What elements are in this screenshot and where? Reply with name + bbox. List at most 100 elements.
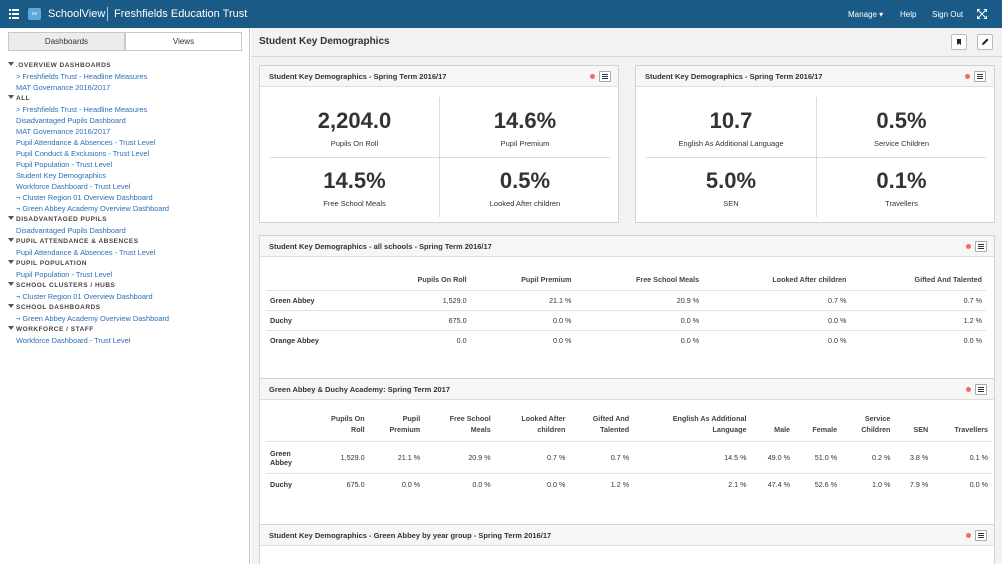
tree-section-header[interactable]: .OVERVIEW DASHBOARDS xyxy=(8,60,169,71)
column-header[interactable]: SEN xyxy=(894,413,932,442)
panel-menu-button[interactable] xyxy=(974,71,986,82)
tree-dashboard-link[interactable]: Workforce Dashboard - Trust Level xyxy=(8,335,169,346)
tree-dashboard-link[interactable]: > Freshfields Trust - Headline Measures xyxy=(8,104,169,115)
tree-section-header[interactable]: DISADVANTAGED PUPILS xyxy=(8,214,169,225)
table-cell: Duchy xyxy=(266,309,369,330)
tree-section-header[interactable]: WORKFORCE / STAFF xyxy=(8,324,169,335)
table-cell: 1.2 % xyxy=(569,473,634,496)
column-header[interactable]: Gifted And Talented xyxy=(569,413,633,442)
sign-out-link[interactable]: Sign Out xyxy=(932,10,964,19)
table-cell: 675.0 xyxy=(368,309,471,330)
tree-dashboard-link[interactable]: ¬ Cluster Region 01 Overview Dashboard xyxy=(8,291,169,302)
tree-dashboard-link[interactable]: Pupil Conduct & Exclusions - Trust Level xyxy=(8,148,169,159)
row-label-line: Abbey xyxy=(270,457,292,467)
column-header[interactable]: Female xyxy=(794,413,841,442)
table-cell: 0.0 % xyxy=(470,309,576,330)
tree-section-header[interactable]: PUPIL ATTENDANCE & ABSENCES xyxy=(8,236,169,247)
column-header-line: Free School xyxy=(449,414,491,423)
table-cell: 14.5 % xyxy=(633,441,751,474)
tree-dashboard-link[interactable]: MAT Governance 2016/2017 xyxy=(8,126,169,137)
table-cell: 51.0 % xyxy=(794,441,842,474)
tree-dashboard-link[interactable]: Workforce Dashboard - Trust Level xyxy=(8,181,169,192)
column-header[interactable]: Service Children xyxy=(841,413,894,442)
caret-down-icon xyxy=(8,62,14,66)
bookmark-button[interactable] xyxy=(951,34,967,50)
tree-dashboard-link[interactable]: Student Key Demographics xyxy=(8,170,169,181)
column-header[interactable]: Pupils On Roll xyxy=(282,558,399,564)
tree-item-label: SCHOOL DASHBOARDS xyxy=(16,304,101,311)
column-header[interactable]: Male xyxy=(750,413,794,442)
tree-dashboard-link[interactable]: ¬ Green Abbey Academy Overview Dashboard xyxy=(8,203,169,214)
column-header[interactable]: Free School Meals xyxy=(424,413,495,442)
column-header[interactable]: Pupils On Roll xyxy=(417,274,467,284)
caret-down-icon xyxy=(8,260,14,264)
tree-dashboard-link[interactable]: Disadvantaged Pupils Dashboard xyxy=(8,225,169,236)
column-header[interactable] xyxy=(266,268,368,290)
column-header-line: Gifted And xyxy=(592,414,630,423)
table-cell: 0.0 % xyxy=(368,473,425,496)
organisation-name: Freshfields Education Trust xyxy=(114,8,248,20)
status-dot xyxy=(965,74,970,79)
schoolview-logo[interactable]: sv xyxy=(28,8,41,20)
table-cell: 47.4 % xyxy=(750,473,795,496)
column-header[interactable] xyxy=(266,558,282,564)
tree-section-header[interactable]: ALL xyxy=(8,93,169,104)
panel-menu-button[interactable] xyxy=(975,241,987,252)
tree-item-label: ¬ Cluster Region 01 Overview Dashboard xyxy=(16,193,153,202)
column-header[interactable]: Travellers xyxy=(932,413,992,442)
tree-dashboard-link[interactable]: Pupil Population - Trust Level xyxy=(8,269,169,280)
menu-icon[interactable] xyxy=(9,9,19,19)
tree-section-header[interactable]: SCHOOL CLUSTERS / HUBS xyxy=(8,280,169,291)
tree-dashboard-link[interactable]: Pupil Attendance & Absences - Trust Leve… xyxy=(8,137,169,148)
column-header[interactable]: Pupil Premium xyxy=(369,413,425,442)
tree-dashboard-link[interactable]: Pupil Population - Trust Level xyxy=(8,159,169,170)
table-cell: 0.0 % xyxy=(850,329,986,350)
tree-dashboard-link[interactable]: Pupil Attendance & Absences - Trust Leve… xyxy=(8,247,169,258)
column-header[interactable]: Pupil Premium xyxy=(399,558,518,564)
kpi-looked-after-children: 0.5% Looked After children xyxy=(489,168,561,208)
table-cell: 0.0 % xyxy=(494,473,570,496)
column-header[interactable]: English As Additional Language xyxy=(633,413,750,442)
tree-section-header[interactable]: PUPIL POPULATION xyxy=(8,258,169,269)
panel-menu-button[interactable] xyxy=(975,384,987,395)
table-cell: 0.0 % xyxy=(424,473,495,496)
help-link[interactable]: Help xyxy=(900,10,917,19)
tree-dashboard-link[interactable]: ¬ Green Abbey Academy Overview Dashboard xyxy=(8,313,169,324)
tree-item-label: Disadvantaged Pupils Dashboard xyxy=(16,226,126,235)
tree-dashboard-link[interactable]: ¬ Cluster Region 01 Overview Dashboard xyxy=(8,192,169,203)
column-header-line: Roll xyxy=(351,425,365,434)
column-header[interactable]: Looked After children xyxy=(772,274,847,284)
edit-button[interactable] xyxy=(977,34,993,50)
manage-menu[interactable]: Manage ▾ xyxy=(848,10,884,19)
tree-dashboard-link[interactable]: Disadvantaged Pupils Dashboard xyxy=(8,115,169,126)
table-row: Duchy 675.0 0.0 % 0.0 % 0.0 % 1.2 % xyxy=(266,309,986,330)
column-header[interactable]: Free School Meals xyxy=(518,558,663,564)
column-header-line: Children xyxy=(861,425,891,434)
column-header[interactable]: Looked After children xyxy=(664,558,832,564)
caret-down-icon xyxy=(8,238,14,242)
tree-item-label: .OVERVIEW DASHBOARDS xyxy=(16,62,112,69)
column-header[interactable]: Gifted And Talented xyxy=(914,274,982,284)
tree-section-header[interactable]: SCHOOL DASHBOARDS xyxy=(8,302,169,313)
tree-dashboard-link[interactable]: > Freshfields Trust - Headline Measures xyxy=(8,71,169,82)
table-row: Duchy 675.0 0.0 % 0.0 % 0.0 % 1.2 % 2.1 % 47.4 … xyxy=(266,473,992,496)
column-header[interactable]: Gifted And Talented xyxy=(832,558,986,564)
table-cell: 0.0 % xyxy=(470,329,576,350)
table-cell: 0.0 % xyxy=(703,309,851,330)
tab-views[interactable]: Views xyxy=(125,32,242,51)
panel-menu-button[interactable] xyxy=(599,71,611,82)
column-header[interactable]: Pupil Premium xyxy=(521,274,572,284)
column-header[interactable]: Looked After children xyxy=(495,413,570,442)
column-header[interactable]: Pupils On Roll xyxy=(309,413,369,442)
table-cell: 0.0 % xyxy=(575,309,704,330)
fullscreen-icon[interactable] xyxy=(977,9,987,19)
tab-dashboards[interactable]: Dashboards xyxy=(8,32,125,51)
column-header[interactable] xyxy=(266,413,309,442)
caret-down-icon xyxy=(8,304,14,308)
status-dot xyxy=(966,387,971,392)
panel-menu-button[interactable] xyxy=(975,530,987,541)
app-brand[interactable]: SchoolView xyxy=(48,8,106,20)
column-header-line: Pupils On xyxy=(331,414,365,423)
tree-dashboard-link[interactable]: MAT Governance 2016/2017 xyxy=(8,82,169,93)
column-header[interactable]: Free School Meals xyxy=(636,274,700,284)
